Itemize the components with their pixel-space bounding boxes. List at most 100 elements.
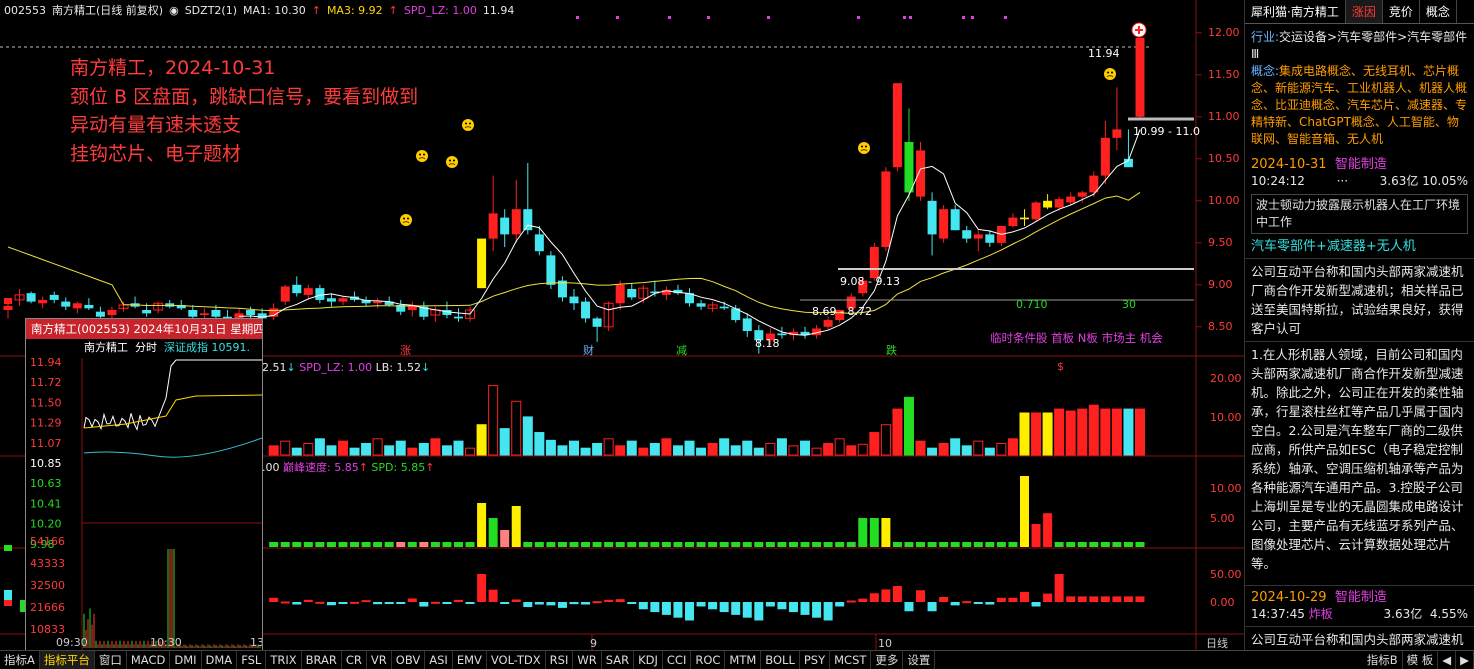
range-label-2: 8.69 - 8.72 xyxy=(812,305,872,318)
indicator-tab[interactable]: 更多 xyxy=(871,651,904,669)
volume-bar xyxy=(938,442,949,456)
volume-bar xyxy=(730,445,741,456)
indicator-tab-right[interactable]: 指标B xyxy=(1363,651,1403,669)
oscillator-bar xyxy=(326,602,336,606)
speed-bar xyxy=(465,542,475,547)
volume-bar xyxy=(569,440,579,456)
indicator-tab[interactable]: PSY xyxy=(800,651,831,669)
oscillator-bar xyxy=(1043,593,1053,602)
up-arrow-icon: ↑ xyxy=(388,4,398,17)
indicator-tab[interactable]: RSI xyxy=(546,651,574,669)
scroll-right-icon[interactable]: ▶ xyxy=(1456,651,1474,669)
tab-concept[interactable]: 概念 xyxy=(1420,0,1457,23)
tab-auction[interactable]: 竞价 xyxy=(1383,0,1420,23)
signal-dot xyxy=(1004,16,1007,19)
oscillator-bar xyxy=(985,602,995,605)
indicator-tab[interactable]: 窗口 xyxy=(95,651,127,669)
indicator-tab[interactable]: MACD xyxy=(127,651,171,669)
volume-bar xyxy=(800,440,811,456)
candle-body xyxy=(1100,137,1110,176)
indicator-tab[interactable]: 设置 xyxy=(903,651,936,669)
indicator-tab[interactable]: MCST xyxy=(830,651,872,669)
candle-body xyxy=(257,313,267,319)
oscillator-bar xyxy=(788,602,798,613)
volume-bar xyxy=(337,440,348,456)
oscillator-bar xyxy=(1077,596,1087,602)
intraday-svg: 11.94 11.72 11.50 11.29 11.07 10.85 10.63 10.41… xyxy=(26,358,262,650)
up-arrow-icon: ↑ xyxy=(358,461,372,474)
indicator-tab[interactable]: VR xyxy=(367,651,392,669)
volume-bar xyxy=(742,440,753,456)
scroll-left-icon[interactable]: ◀ xyxy=(1438,651,1457,669)
oscillator-bar xyxy=(488,589,498,602)
volume-bar xyxy=(626,440,637,456)
candle-body xyxy=(176,304,186,309)
volume-bar xyxy=(857,443,868,456)
indicator-tab[interactable]: OBV xyxy=(392,651,426,669)
speed-bar xyxy=(280,542,290,547)
indicator-tab[interactable]: BOLL xyxy=(761,651,800,669)
industry-value: 交运设备>汽车零部件>汽车零部件Ⅲ xyxy=(1251,30,1468,61)
indicator-tab[interactable]: ASI xyxy=(425,651,453,669)
speed-bar xyxy=(442,542,452,547)
speed-bar xyxy=(453,542,463,547)
oscillator-bar xyxy=(1008,597,1018,602)
intraday-popup[interactable]: 南方精工(002553) 2024年10月31日 星期四 南方精工 分时 深证成… xyxy=(25,318,263,650)
settings-icon[interactable]: ◉ xyxy=(169,4,179,17)
indicator-tab[interactable]: ROC xyxy=(691,651,726,669)
indicator-tab[interactable]: 指标平台 xyxy=(39,651,95,669)
volume-bar xyxy=(534,432,545,456)
speed-bars xyxy=(269,476,1145,547)
speed-bar xyxy=(361,542,371,547)
volume-bar xyxy=(580,447,591,456)
candle-body xyxy=(800,331,810,336)
kline-svg[interactable]: 11.94 10.99 - 11.0 9.08 - 9.13 8.69 - 8.72 8… xyxy=(0,0,1244,650)
indicator-tab[interactable]: VOL-TDX xyxy=(487,651,546,669)
indicator-tab[interactable]: CCI xyxy=(663,651,692,669)
price-axis-label: 12.00 xyxy=(1208,25,1240,39)
oscillator-bar xyxy=(592,601,602,604)
speed-bar xyxy=(1066,542,1076,547)
indicator-tab[interactable]: DMA xyxy=(202,651,238,669)
speed-bar xyxy=(754,542,764,547)
partial-bar xyxy=(4,590,12,600)
speed-bar xyxy=(800,542,810,547)
period-label[interactable]: 日线 xyxy=(1206,637,1228,650)
indicator-tab-right[interactable]: 模 板 xyxy=(1403,651,1439,669)
plus-icon[interactable] xyxy=(1131,22,1147,38)
indicator-tab[interactable]: WR xyxy=(573,651,602,669)
indicator-tab[interactable]: 指标A xyxy=(0,651,40,669)
indicator-tab[interactable]: EMV xyxy=(453,651,487,669)
candle-body xyxy=(72,303,82,309)
candle-body xyxy=(373,301,383,304)
oscillator-bar xyxy=(754,602,764,621)
speed-bar xyxy=(731,542,741,547)
event2-head: 2024-10-29 智能制造 xyxy=(1245,589,1474,606)
indicator-tab[interactable]: TRIX xyxy=(266,651,302,669)
candle-body xyxy=(1112,129,1122,138)
tab-reason[interactable]: 涨因 xyxy=(1345,0,1383,23)
volume-bar xyxy=(1042,412,1053,456)
volume-bar xyxy=(973,440,984,456)
indicator-tab[interactable]: DMI xyxy=(170,651,202,669)
price-axis-label: 10.00 xyxy=(1208,193,1240,207)
indicator-tab[interactable]: KDJ xyxy=(634,651,663,669)
intraday-price-label: 10.41 xyxy=(30,497,62,510)
candle-body xyxy=(49,294,59,300)
news-box[interactable]: 波士顿动力披露展示机器人在工厂环境中工作 xyxy=(1251,194,1468,234)
oscillator-bar xyxy=(1135,596,1145,602)
volume-bar xyxy=(765,442,776,456)
volume-bar xyxy=(696,447,707,456)
price-axis-label: 9.50 xyxy=(1208,235,1233,249)
kline-chart-area[interactable]: 11.94 10.99 - 11.0 9.08 - 9.13 8.69 - 8.72 8… xyxy=(0,0,1244,650)
indicator-tab[interactable]: FSL xyxy=(237,651,267,669)
volume-bar xyxy=(823,442,834,456)
indicator-tab[interactable]: MTM xyxy=(725,651,762,669)
volume-bar xyxy=(1100,408,1111,456)
oscillator-bar xyxy=(996,597,1006,602)
indicator-tab[interactable]: SAR xyxy=(602,651,635,669)
tab-stock[interactable]: 犀利猫·南方精工 xyxy=(1245,0,1346,23)
indicator-tab[interactable]: CR xyxy=(342,651,367,669)
indicator-tab[interactable]: BRAR xyxy=(302,651,342,669)
volume-bar xyxy=(927,447,938,456)
